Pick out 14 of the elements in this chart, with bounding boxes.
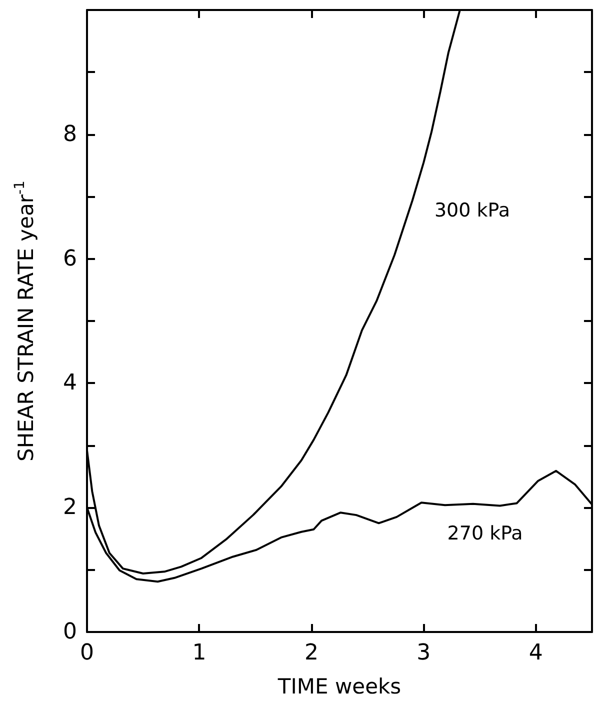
y-tick-label: 2	[63, 495, 77, 520]
x-tick-label: 2	[304, 640, 318, 666]
series-label: 300 kPa	[434, 199, 510, 222]
x-tick-label: 3	[416, 640, 431, 666]
x-tick-label: 4	[528, 640, 543, 666]
y-tick-label: 0	[63, 620, 77, 644]
y-axis-title: SHEAR STRAIN RATE year-1	[12, 180, 38, 462]
series-label: 270 kPa	[447, 522, 523, 544]
x-tick-label: 0	[80, 640, 94, 666]
y-tick-label: 4	[63, 370, 77, 396]
y-tick-label: 8	[63, 122, 77, 147]
x-tick-label: 1	[192, 640, 206, 666]
y-tick-label: 6	[63, 246, 77, 272]
x-axis-title: TIME weeks	[276, 674, 402, 698]
